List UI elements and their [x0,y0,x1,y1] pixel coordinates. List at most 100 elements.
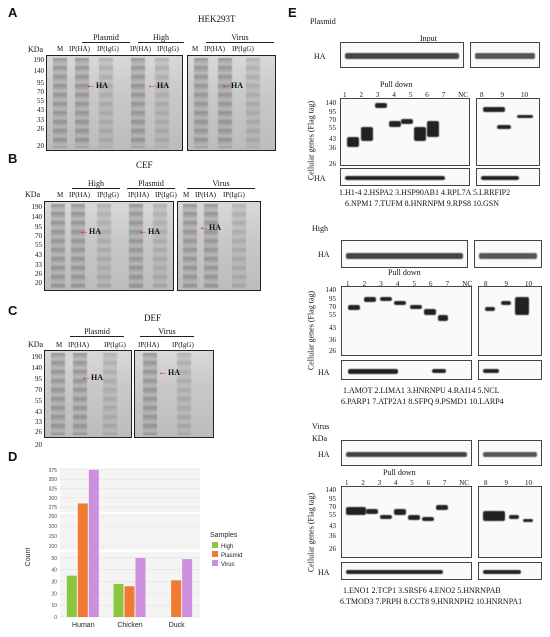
panel-c-gel-left [44,350,132,438]
panel-c-group-plasmid: Plasmid [70,327,124,337]
plasmid-ha-label: HA [314,52,326,61]
bar-virus-chicken [135,557,146,617]
plasmid-ha-blot-left [340,168,470,186]
virus-ha-label: HA [318,450,330,459]
panel-a-lane-ipha: IP(HA) [69,45,90,53]
y-tick-label: 100 [49,544,58,550]
plasmid-input-label: Input [420,34,437,43]
plasmid-genes-line1: 1.H1-4 2.HSPA2 3.HSP90AB1 4.RPL7A 5.LRRF… [339,188,511,197]
panel-b-group-high: High [72,179,120,189]
high-genes-line1: 1.AMOT 2.LIMA1 3.HNRNPU 4.RAI14 5.NCL [343,386,500,395]
bar-high-human [66,575,77,617]
count-bar-chart: 0 10 20 30 40 50 100 150 200 250 275 300 325 350 375 Hu… [25,468,242,629]
plasmid-input-blot-right [470,42,540,68]
legend-swatch-high [212,542,218,548]
plasmid-input-blot-left [340,42,464,68]
plasmid-ha-label-2: HA [314,174,326,183]
panel-a-gel-right [187,55,276,151]
legend-swatch-plasmid [212,551,218,557]
panel-c-cell-line: DEF [144,313,162,323]
panel-d-letter: D [8,449,18,464]
panel-b-lane-ipigg-2: IP(IgG) [155,191,177,199]
virus-genes-line2: 6.TMOD3 7.PRPH 8.CCT8 9.HNRNPH2 10.HNRNP… [340,597,523,606]
legend-title: Samples [210,532,238,539]
virus-section-title: Virus [312,422,330,431]
y-tick-label: 300 [49,496,58,502]
legend-label-plasmid: Plasmid [221,553,242,559]
y-tick-label: 10 [51,603,57,609]
panel-b-gel-left [44,201,174,291]
y-tick-label: 20 [51,591,57,597]
y-tick-label: 40 [51,568,57,574]
y-tick-label: 30 [51,580,57,586]
panel-b-arrow-2: ←HA [138,226,160,237]
panel-a-lane-ipha-virus: IP(HA) [204,45,225,53]
bar-virus-human [88,469,99,617]
y-tick-label: 325 [49,487,58,493]
virus-input-blot-left [341,440,472,466]
plasmid-genes-line2: 6.NPM1 7.TUFM 8.HNRNPM 9.RPS8 10.GSN [345,199,500,208]
plasmid-lane-numbers-right: 8 9 10 [480,91,528,99]
panel-a-kda: KDa [28,45,44,54]
virus-ha-blot-right [478,562,542,580]
panel-a-gel-left [46,55,183,151]
y-tick-label: 150 [49,534,58,540]
panel-a-cell-line: HEK293T [198,14,236,24]
panel-e-letter: E [288,5,297,20]
virus-genes-line1: 1.ENO1 2.TCP1 3.SRSF6 4.ENO2 5.HNRNPAB [343,586,501,595]
high-input-blot-left [341,240,468,268]
virus-ha-blot-left [341,562,472,580]
panel-b-arrow-1: ←HA [79,226,101,237]
panel-a-lane-ipigg-2: IP(IgG) [157,45,179,53]
virus-kda-label: KDa [312,434,328,443]
high-ha-blot-left [341,360,472,380]
y-tick-label: 250 [49,514,58,520]
plasmid-section-title: Plasmid [310,17,336,26]
panel-a-arrow-2: ←HA [147,80,169,91]
plasmid-pulldown-blot-left [340,98,470,166]
panel-a-arrow-3: ←HA [221,80,243,91]
panel-b-lane-ipha: IP(HA) [69,191,90,199]
y-tick-label: 275 [49,505,58,511]
plasmid-pulldown-blot-right [476,98,540,166]
high-ha-blot-right [478,360,542,380]
virus-pulldown-blot-left [341,486,472,558]
y-tick-label: 50 [51,556,57,562]
bar-high-chicken [113,583,124,617]
y-tick-label: 0 [54,615,57,621]
panel-c-gel-right [134,350,214,438]
x-tick-label: Human [72,622,95,629]
high-pulldown-blot-left [341,286,472,356]
panel-c-lane-m: M [56,341,63,349]
y-tick-label: 375 [49,468,58,474]
virus-input-blot-right [478,440,542,466]
bar-plasmid-chicken [124,586,135,617]
plasmid-pulldown-label: Pull down [380,80,413,89]
panel-a-group-plasmid: Plasmid [82,33,130,43]
panel-a-group-virus: Virus [206,33,274,43]
high-lane-numbers-right: 8 9 10 [484,280,532,288]
high-ha-label: HA [318,250,330,259]
panel-a-group-high: High [138,33,184,43]
bar-plasmid-duck [171,580,182,617]
panel-c-arrow-1: ←HA [81,372,103,383]
legend-swatch-virus [212,560,218,566]
virus-ha-label-2: HA [318,568,330,577]
panel-b-lane-m: M [57,191,64,199]
high-pulldown-label: Pull down [388,268,421,277]
plasmid-ha-blot-right [476,168,540,186]
panel-a-arrow-1: ←HA [86,80,108,91]
panel-b-lane-ipigg-virus: IP(IgG) [223,191,245,199]
legend-label-high: High [221,544,233,550]
high-lane-numbers: 1 2 3 4 5 6 7 NC [346,280,472,288]
panel-b-lane-ipha-virus: IP(HA) [195,191,216,199]
bar-virus-duck [182,559,193,617]
panel-b-lane-ipigg: IP(IgG) [97,191,119,199]
panel-b-cell-line: CEF [136,160,153,170]
panel-b-gel-right [177,201,261,291]
legend-label-virus: Virus [221,562,235,568]
high-genes-line2: 6.PARP1 7.ATP2A1 8.SFPQ 9.PSMD1 10.LARP4 [341,397,504,406]
virus-lane-numbers-right: 8 9 10 [484,479,532,487]
panel-c-letter: C [8,303,18,318]
panel-b-group-plasmid: Plasmid [127,179,175,189]
